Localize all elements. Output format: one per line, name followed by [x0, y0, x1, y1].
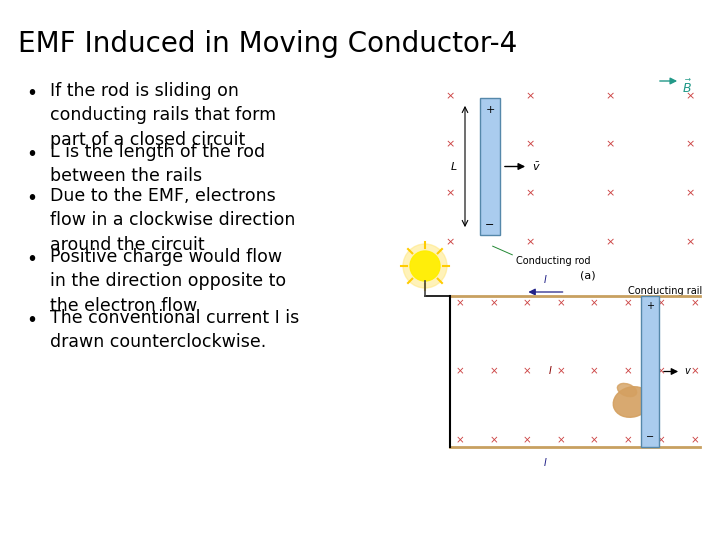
- Text: ×: ×: [624, 435, 632, 445]
- Text: ×: ×: [657, 367, 666, 376]
- Text: ×: ×: [624, 367, 632, 376]
- Text: I: I: [549, 367, 552, 376]
- Text: ×: ×: [557, 298, 565, 308]
- Text: (a): (a): [580, 270, 595, 280]
- Bar: [641, 296, 659, 447]
- Ellipse shape: [617, 383, 636, 396]
- Text: ×: ×: [690, 367, 699, 376]
- Text: ×: ×: [606, 91, 615, 101]
- Text: ×: ×: [624, 298, 632, 308]
- Text: L is the length of the rod
between the rails: L is the length of the rod between the r…: [50, 143, 265, 185]
- Text: •: •: [26, 189, 37, 208]
- Ellipse shape: [613, 387, 651, 417]
- Text: ×: ×: [657, 298, 666, 308]
- Text: ×: ×: [456, 435, 464, 445]
- Text: ×: ×: [445, 237, 455, 247]
- Text: ×: ×: [445, 140, 455, 150]
- Text: ×: ×: [685, 91, 695, 101]
- Text: Conducting rod: Conducting rod: [516, 256, 590, 266]
- Text: ×: ×: [557, 435, 565, 445]
- Text: ×: ×: [606, 188, 615, 198]
- Text: ×: ×: [445, 188, 455, 198]
- Text: ×: ×: [526, 188, 535, 198]
- Text: ×: ×: [557, 367, 565, 376]
- Text: ×: ×: [523, 298, 531, 308]
- Text: ×: ×: [523, 367, 531, 376]
- Text: EMF Induced in Moving Conductor-4: EMF Induced in Moving Conductor-4: [18, 30, 517, 58]
- Text: ×: ×: [445, 91, 455, 101]
- Text: +: +: [485, 105, 495, 115]
- Text: ×: ×: [489, 298, 498, 308]
- Text: ×: ×: [523, 435, 531, 445]
- Text: ×: ×: [526, 91, 535, 101]
- Text: ×: ×: [456, 367, 464, 376]
- Text: ×: ×: [606, 237, 615, 247]
- Text: ×: ×: [590, 298, 598, 308]
- Bar: [480, 98, 500, 235]
- Text: ×: ×: [690, 435, 699, 445]
- Text: ×: ×: [590, 367, 598, 376]
- Text: ×: ×: [526, 237, 535, 247]
- Text: L: L: [451, 161, 457, 172]
- Text: ×: ×: [685, 237, 695, 247]
- Text: I: I: [544, 458, 547, 468]
- Text: The conventional current I is
drawn counterclockwise.: The conventional current I is drawn coun…: [50, 309, 300, 352]
- Text: +: +: [646, 301, 654, 311]
- Text: $\bar{v}$: $\bar{v}$: [532, 160, 541, 173]
- Text: ×: ×: [489, 435, 498, 445]
- Text: ×: ×: [690, 298, 699, 308]
- Text: $\vec{B}$: $\vec{B}$: [682, 79, 692, 96]
- Text: ×: ×: [685, 140, 695, 150]
- Text: ×: ×: [685, 188, 695, 198]
- Text: Due to the EMF, electrons
flow in a clockwise direction
around the circuit: Due to the EMF, electrons flow in a cloc…: [50, 187, 295, 254]
- Text: Positive charge would flow
in the direction opposite to
the electron flow: Positive charge would flow in the direct…: [50, 248, 286, 315]
- Text: •: •: [26, 84, 37, 103]
- Text: −: −: [646, 432, 654, 442]
- Text: ×: ×: [590, 435, 598, 445]
- Text: ×: ×: [657, 435, 666, 445]
- Text: v: v: [684, 367, 690, 376]
- Text: •: •: [26, 145, 37, 164]
- Text: ×: ×: [526, 140, 535, 150]
- Text: ×: ×: [489, 367, 498, 376]
- Text: ×: ×: [456, 298, 464, 308]
- Text: •: •: [26, 250, 37, 269]
- Text: −: −: [485, 220, 495, 230]
- Text: ×: ×: [606, 140, 615, 150]
- Text: If the rod is sliding on
conducting rails that form
part of a closed circuit: If the rod is sliding on conducting rail…: [50, 82, 276, 148]
- Text: Conducting rail: Conducting rail: [628, 286, 702, 296]
- Circle shape: [410, 251, 440, 281]
- Circle shape: [403, 244, 447, 288]
- Text: •: •: [26, 311, 37, 330]
- Text: I: I: [544, 275, 547, 285]
